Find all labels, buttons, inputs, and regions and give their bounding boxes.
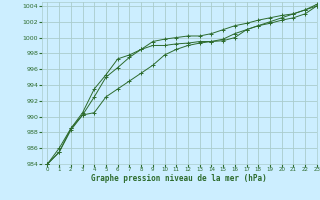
X-axis label: Graphe pression niveau de la mer (hPa): Graphe pression niveau de la mer (hPa): [91, 174, 267, 183]
